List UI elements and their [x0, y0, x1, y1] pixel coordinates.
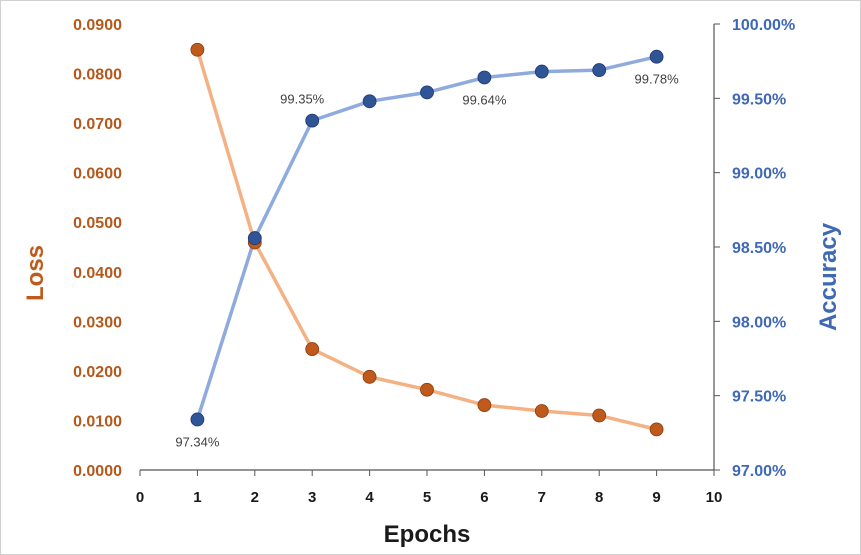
left-tick-label: 0.0800	[73, 67, 122, 84]
x-tick-label: 4	[365, 489, 374, 506]
accuracy-data-label: 97.34%	[175, 434, 220, 449]
loss-data-point	[190, 42, 205, 57]
accuracy-data-point	[362, 94, 377, 109]
left-axis-title: Loss	[22, 245, 49, 301]
x-tick-label: 0	[136, 489, 144, 506]
x-tick-label: 5	[423, 489, 431, 506]
accuracy-data-point	[190, 412, 205, 427]
right-axis-title: Accuracy	[815, 222, 842, 331]
loss-data-point	[534, 404, 549, 418]
accuracy-data-point	[592, 63, 607, 77]
series-points	[190, 42, 664, 437]
accuracy-data-point	[420, 85, 434, 100]
loss-data-point	[477, 398, 492, 412]
left-tick-label: 0.0200	[73, 364, 122, 381]
accuracy-data-label: 99.35%	[280, 92, 325, 107]
left-tick-label: 0.0700	[73, 116, 122, 133]
left-tick-label: 0.0600	[73, 166, 122, 183]
right-tick-label: 97.00%	[732, 463, 786, 480]
right-tick-label: 99.50%	[732, 91, 786, 108]
x-axis-title: Epochs	[384, 521, 471, 548]
accuracy-series-line	[195, 54, 659, 422]
left-tick-label: 0.0100	[73, 413, 122, 430]
left-tick-label: 0.0000	[73, 463, 122, 480]
left-tick-label: 0.0900	[73, 17, 122, 34]
x-tick-label: 6	[480, 489, 488, 506]
accuracy-data-point	[477, 70, 492, 85]
right-tick-label: 99.00%	[732, 166, 786, 183]
loss-data-point	[649, 422, 664, 437]
right-tick-label: 98.00%	[732, 314, 786, 331]
loss-data-point	[420, 382, 434, 397]
left-tick-label: 0.0400	[73, 265, 122, 282]
series-lines	[195, 48, 659, 432]
right-tick-label: 100.00%	[732, 17, 795, 34]
accuracy-data-point	[649, 49, 664, 64]
left-tick-label: 0.0500	[73, 215, 122, 232]
right-tick-label: 97.50%	[732, 389, 786, 406]
accuracy-data-label: 99.64%	[462, 93, 507, 108]
loss-data-point	[305, 342, 320, 356]
accuracy-data-label: 99.78%	[635, 72, 680, 87]
loss-data-point	[362, 369, 377, 384]
accuracy-data-point	[534, 64, 549, 79]
left-tick-label: 0.0300	[73, 314, 122, 331]
x-tick-label: 2	[251, 489, 259, 506]
x-tick-label: 10	[706, 489, 723, 506]
axes-group: 0 1 2 3 4 5 6 7 8 9 10 0.0000 0.0100 0.0200 0.0300 0.04…	[73, 17, 795, 506]
x-tick-label: 9	[652, 489, 660, 506]
right-tick-label: 98.50%	[732, 240, 786, 257]
x-tick-label: 3	[308, 489, 316, 506]
x-tick-label: 1	[193, 489, 201, 506]
x-tick-label: 8	[595, 489, 603, 506]
data-labels: 97.34% 99.35% 99.64% 99.78%	[175, 72, 679, 450]
loss-series-line	[195, 48, 659, 432]
accuracy-data-point	[305, 113, 320, 128]
accuracy-data-point	[247, 231, 262, 245]
loss-data-point	[592, 408, 607, 423]
x-tick-label: 7	[538, 489, 546, 506]
